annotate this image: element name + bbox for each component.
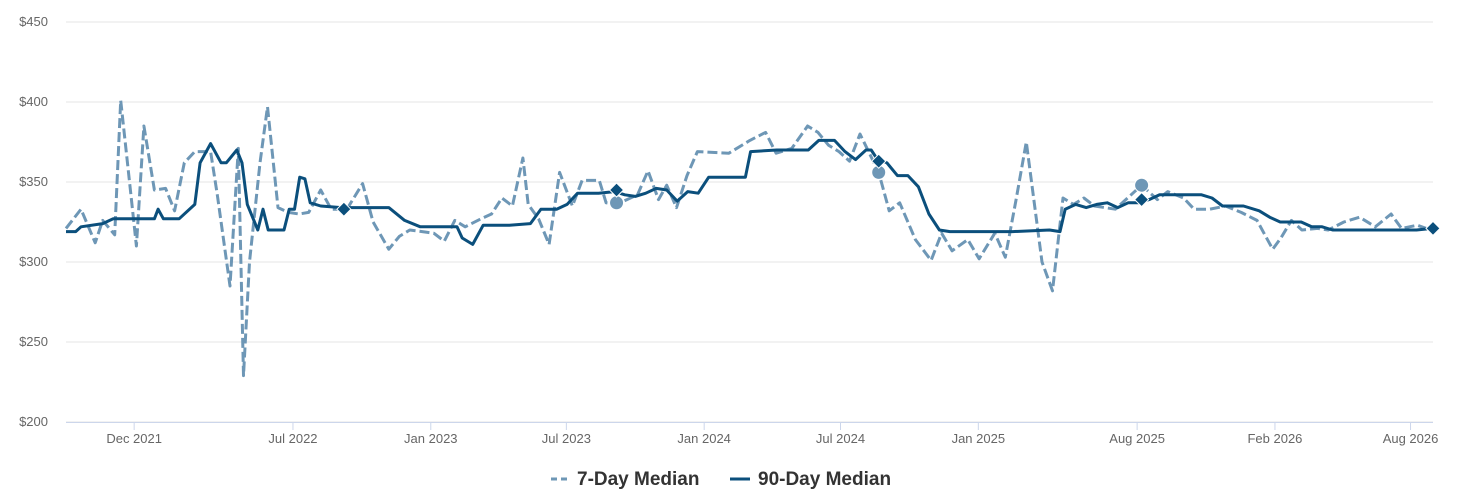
x-tick-label: Jul 2024 <box>816 431 865 446</box>
legend-label-90-day: 90-Day Median <box>758 469 891 490</box>
x-tick-label: Jan 2023 <box>404 431 458 446</box>
marker-90-day <box>336 201 352 217</box>
y-tick-label: $450 <box>19 14 48 29</box>
legend-label-7-day: 7-Day Median <box>577 469 699 490</box>
marker-7-day <box>1134 177 1150 193</box>
legend-item-90-day[interactable]: 90-Day Median <box>730 469 891 490</box>
y-tick-label: $300 <box>19 254 48 269</box>
legend: 7-Day Median 90-Day Median <box>551 469 891 490</box>
series-line-90-day <box>66 138 1433 246</box>
y-tick-label: $250 <box>19 334 48 349</box>
x-tick-label: Feb 2026 <box>1247 431 1302 446</box>
x-tick-label: Jul 2022 <box>268 431 317 446</box>
x-tick-label: Dec 2021 <box>106 431 162 446</box>
marker-7-day <box>609 195 625 211</box>
marker-90-day <box>1133 191 1150 208</box>
gridlines <box>66 21 1433 423</box>
marker-90-day <box>608 182 625 198</box>
series-lines <box>64 98 1433 378</box>
x-tick-label: Aug 2025 <box>1109 431 1165 446</box>
axes: $200 $250 $300 $350 $400 $450 Dec 2021 Jul 2022… <box>19 14 1438 446</box>
y-tick-label: $400 <box>19 94 48 109</box>
marker-90-day <box>1425 220 1441 237</box>
y-tick-label: $350 <box>19 174 48 189</box>
legend-item-7-day[interactable]: 7-Day Median <box>551 469 699 490</box>
y-tick-label: $200 <box>19 414 48 429</box>
x-tick-label: Jan 2025 <box>952 431 1006 446</box>
x-tick-label: Aug 2026 <box>1383 431 1439 446</box>
x-tick-label: Jan 2024 <box>677 431 731 446</box>
marker-90-day <box>871 153 887 169</box>
x-tick-label: Jul 2023 <box>542 431 591 446</box>
series-markers <box>336 153 1441 237</box>
series-line-7-day <box>64 98 1432 378</box>
